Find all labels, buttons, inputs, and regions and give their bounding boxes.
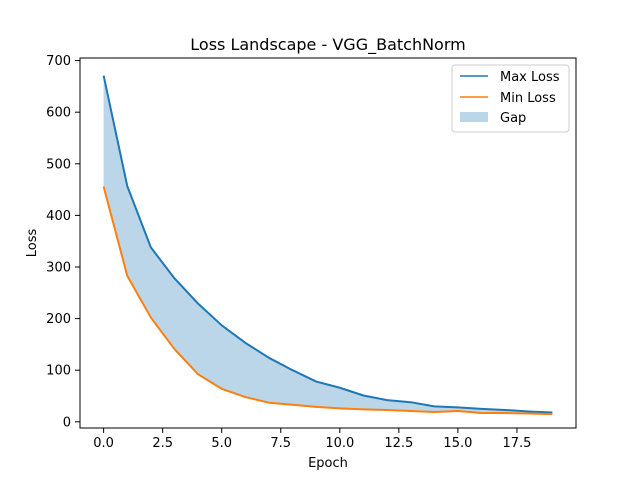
y-axis-label: Loss xyxy=(25,229,40,258)
x-tick-label: 12.5 xyxy=(384,436,413,451)
legend: Max Loss Min Loss Gap xyxy=(451,64,570,133)
series-line-min-loss xyxy=(102,186,553,416)
y-tick-label: 300 xyxy=(46,260,71,275)
x-tick-label: 7.5 xyxy=(270,436,291,451)
y-tick-label: 400 xyxy=(46,209,71,224)
y-tick-label: 700 xyxy=(46,54,71,69)
x-axis-label: Epoch xyxy=(308,456,348,471)
chart-title: Loss Landscape - VGG_BatchNorm xyxy=(190,35,465,55)
x-tick-label: 0.0 xyxy=(93,436,114,451)
x-tick-label: 5.0 xyxy=(211,436,232,451)
x-tick-label: 2.5 xyxy=(152,436,173,451)
legend-label-max-loss: Max Loss xyxy=(500,70,560,85)
y-tick-label: 600 xyxy=(46,106,71,121)
y-tick-label: 100 xyxy=(46,364,71,379)
x-tick-label: 15.0 xyxy=(443,436,472,451)
y-tick-label: 0 xyxy=(63,415,71,430)
x-tick-label: 10.0 xyxy=(325,436,354,451)
gap-fill-area xyxy=(103,75,553,415)
y-tick-label: 500 xyxy=(46,157,71,172)
legend-label-min-loss: Min Loss xyxy=(500,91,556,106)
plot-frame xyxy=(79,57,577,429)
legend-label-gap: Gap xyxy=(500,111,526,126)
x-tick-label: 17.5 xyxy=(502,436,531,451)
series-line-max-loss xyxy=(102,75,553,414)
y-tick-label: 200 xyxy=(46,312,71,327)
legend-swatch-gap xyxy=(460,112,488,122)
legend-box xyxy=(451,64,570,133)
